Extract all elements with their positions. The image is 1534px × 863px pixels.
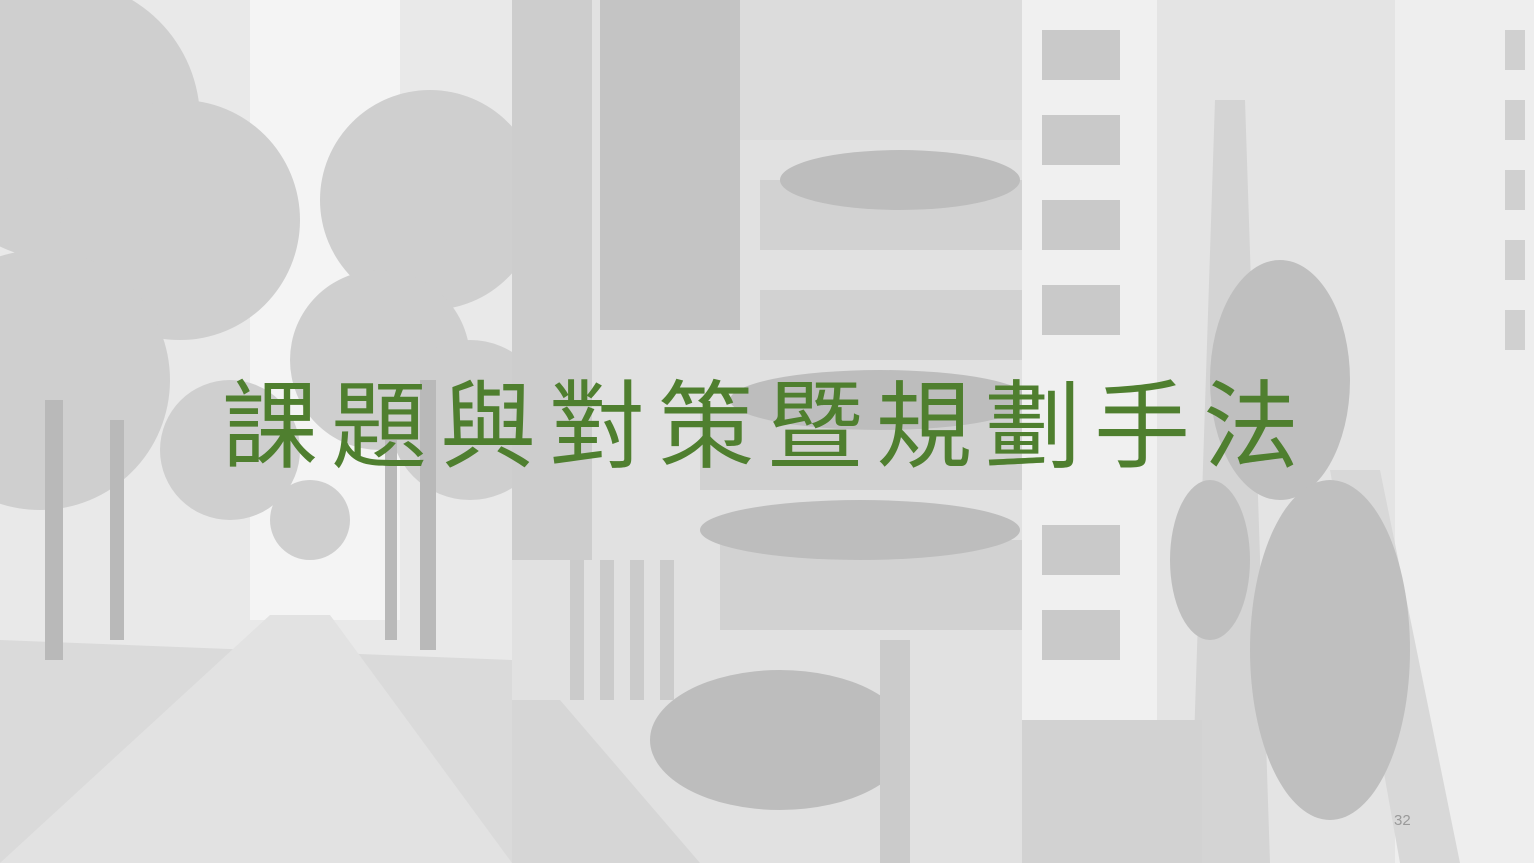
page-number: 32: [1394, 812, 1411, 829]
slide-title: 課題與對策暨規劃手法: [222, 371, 1312, 483]
